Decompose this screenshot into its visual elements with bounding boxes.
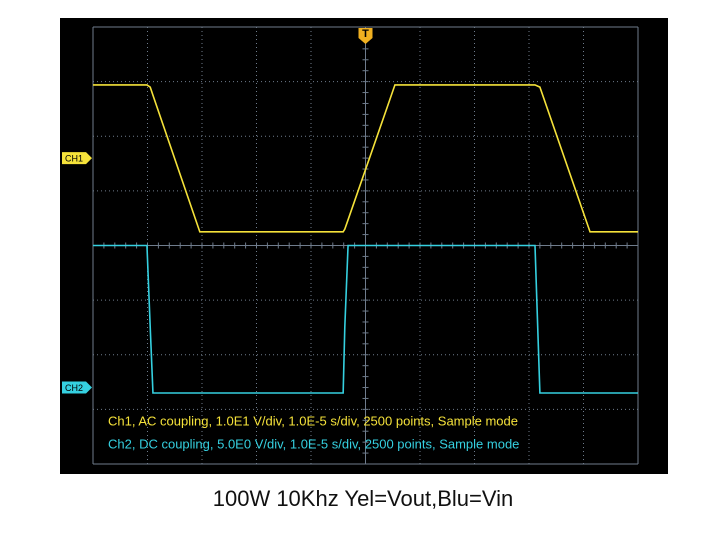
- channel-marker: [62, 381, 92, 394]
- trace: [93, 244, 638, 394]
- channel-marker: [62, 152, 92, 165]
- info-text: Ch1, AC coupling, 1.0E1 V/div, 1.0E-5 s/…: [108, 413, 518, 428]
- trace: [93, 84, 638, 233]
- trigger-label: T: [362, 28, 369, 40]
- info-text: Ch2, DC coupling, 5.0E0 V/div, 1.0E-5 s/…: [108, 436, 519, 451]
- caption: 100W 10Khz Yel=Vout,Blu=Vin: [213, 486, 514, 511]
- channel-label: CH1: [65, 153, 83, 163]
- trigger-marker: [358, 28, 373, 44]
- channel-label: CH2: [65, 383, 83, 393]
